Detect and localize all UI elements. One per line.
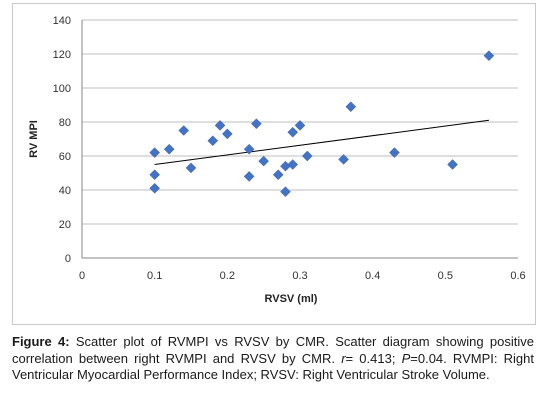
y-tick-label: 0 xyxy=(65,253,71,265)
data-point xyxy=(287,159,299,170)
data-point xyxy=(287,126,299,138)
y-tick-label: 60 xyxy=(59,151,71,163)
x-tick-label: 0.4 xyxy=(365,270,380,282)
y-axis: 0 20 40 60 80 100 120 140 xyxy=(53,15,83,265)
x-tick-label: 0.1 xyxy=(147,270,162,282)
data-point xyxy=(214,120,226,131)
data-point xyxy=(243,171,255,182)
data-point xyxy=(301,150,313,162)
data-point xyxy=(243,143,255,155)
data-point xyxy=(178,125,190,136)
data-point xyxy=(280,186,291,198)
data-point xyxy=(483,50,495,62)
x-tick-label: 0.6 xyxy=(510,270,525,282)
y-axis-title: RV MPI xyxy=(28,120,40,158)
data-point xyxy=(258,155,270,167)
chart-frame: 0 20 40 60 80 100 120 140 0 0.1 0.2 0.3 0.4 0.5 0.6 R… xyxy=(12,3,536,325)
data-point xyxy=(345,101,357,113)
x-tick-label: 0.5 xyxy=(438,270,453,282)
gridlines xyxy=(82,19,518,259)
data-point xyxy=(221,128,233,140)
x-tick-label: 0 xyxy=(79,270,85,282)
data-points xyxy=(149,50,495,198)
x-axis: 0 0.1 0.2 0.3 0.4 0.5 0.6 xyxy=(79,270,526,282)
y-tick-label: 100 xyxy=(53,83,71,95)
y-tick-label: 20 xyxy=(59,219,71,231)
caption-text-2: =0.04. RVMPI: Right Ventricular Myocardi… xyxy=(12,350,534,383)
x-axis-title: RVSV (ml) xyxy=(265,293,318,305)
y-tick-label: 80 xyxy=(59,117,71,129)
caption-text-1: Scatter plot of RVMPI vs RVSV by CMR. Sc… xyxy=(12,334,534,366)
data-point xyxy=(272,169,284,181)
y-tick-label: 140 xyxy=(53,15,71,27)
trendline xyxy=(154,119,489,165)
data-point xyxy=(185,162,197,174)
data-point xyxy=(294,120,306,131)
data-point xyxy=(280,160,291,172)
x-tick-label: 0.2 xyxy=(220,270,235,282)
data-point xyxy=(149,182,161,194)
data-point xyxy=(149,169,161,181)
caption-r-symbol: r xyxy=(341,350,346,366)
y-tick-label: 120 xyxy=(53,49,71,61)
data-point xyxy=(251,118,262,130)
data-point xyxy=(338,154,349,165)
scatter-chart: 0 20 40 60 80 100 120 140 0 0.1 0.2 0.3 0.4 0.5 0.6 R… xyxy=(28,15,526,305)
data-point xyxy=(163,143,175,155)
caption-r-value: = 0.413; xyxy=(345,350,402,366)
y-tick-label: 40 xyxy=(59,185,71,197)
caption-label: Figure 4: xyxy=(12,334,70,349)
caption-p-symbol: P xyxy=(401,350,411,366)
data-point xyxy=(389,147,400,158)
data-point xyxy=(207,135,219,147)
data-point xyxy=(149,147,161,158)
data-point xyxy=(447,159,458,170)
x-tick-label: 0.3 xyxy=(292,270,307,282)
trendline-line xyxy=(154,119,489,165)
figure-caption: Figure 4: Scatter plot of RVMPI vs RVSV … xyxy=(12,334,536,384)
